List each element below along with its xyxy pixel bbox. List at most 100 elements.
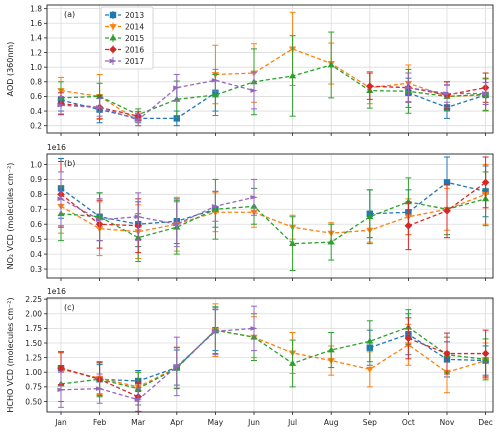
y-tick-label: 0.6 (30, 220, 42, 229)
point-marker (250, 326, 258, 331)
y-tick-label: 1.8 (30, 4, 42, 13)
series-2015 (57, 171, 490, 272)
y-tick-label: 1.00 (25, 368, 42, 377)
point-marker (327, 346, 335, 353)
y-tick-label: 1.4 (30, 34, 42, 43)
point-marker (404, 85, 412, 90)
series-line (369, 181, 486, 215)
series-line (60, 79, 255, 121)
point-marker (366, 82, 374, 90)
series-line (369, 333, 486, 362)
point-marker (211, 78, 219, 83)
point-marker (96, 217, 104, 222)
y-tick-label: 0.7 (30, 205, 42, 214)
series-2013 (57, 156, 489, 248)
legend-entry-2016: 2016 (105, 45, 144, 55)
point-marker (250, 195, 258, 200)
point-marker (327, 238, 335, 245)
legend-label: 2013 (125, 11, 144, 20)
x-tick-label: May (208, 418, 224, 427)
point-marker (173, 115, 180, 122)
series-2017 (57, 68, 490, 127)
x-tick-label: Sep (363, 418, 377, 427)
point-marker (173, 222, 181, 227)
y-tick-label: 1.25 (25, 353, 42, 362)
x-tick-label: Dec (478, 418, 493, 427)
point-marker (57, 196, 65, 202)
point-marker (443, 206, 451, 215)
y-tick-label: 1.0 (30, 160, 42, 169)
legend-label: 2015 (125, 34, 144, 43)
y-tick-label: 0.5 (30, 235, 42, 244)
point-marker (173, 85, 181, 90)
legend-entry-2014: 2014 (105, 22, 144, 32)
series-line (60, 327, 255, 401)
y-tick-label: 1.0 (30, 63, 42, 72)
point-marker (109, 11, 117, 19)
series-2013 (57, 309, 489, 395)
point-marker (211, 329, 219, 334)
point-marker (134, 214, 142, 219)
x-tick-label: Apr (170, 418, 184, 427)
point-marker (96, 105, 104, 110)
y-tick-label: 2.00 (25, 310, 42, 319)
point-marker (173, 364, 181, 369)
point-marker (96, 386, 104, 391)
point-marker (109, 24, 117, 31)
point-marker (134, 117, 142, 123)
series-line (215, 48, 486, 98)
legend-box (100, 6, 154, 70)
panel-label: (b) (64, 159, 75, 168)
point-marker (366, 337, 374, 344)
y-tick-label: 0.4 (30, 107, 42, 116)
legend-entry-2015: 2015 (105, 34, 144, 43)
x-tick-label: Jul (287, 418, 297, 427)
y-axis-label: AOD (360nm) (6, 42, 15, 97)
y-tick-label: 0.4 (30, 250, 42, 259)
point-marker (481, 178, 490, 187)
point-marker (289, 240, 297, 247)
y-tick-label: 1.6 (30, 19, 42, 28)
point-marker (404, 334, 413, 343)
legend-entry-2017: 2017 (105, 57, 144, 66)
point-marker (57, 387, 65, 392)
panel-label: (c) (64, 303, 75, 312)
x-tick-label: Aug (324, 418, 339, 427)
series-line (60, 196, 255, 225)
x-tick-label: Nov (440, 418, 455, 427)
y-axis-label: NO₂ VCD (molecules cm⁻²) (6, 163, 15, 270)
x-tick-label: Jan (54, 418, 67, 427)
y-tick-label: 0.50 (25, 397, 42, 406)
series-line (60, 193, 486, 234)
y-tick-label: 0.8 (30, 78, 42, 87)
x-tick-label: Feb (93, 418, 107, 427)
point-marker (327, 61, 335, 68)
point-marker (109, 34, 117, 41)
legend-entry-2013: 2013 (105, 11, 144, 20)
y-tick-label: 1.75 (25, 324, 42, 333)
point-marker (404, 221, 413, 230)
series-line (60, 329, 486, 388)
y-tick-label: 1.50 (25, 339, 42, 348)
y-tick-label: 0.6 (30, 92, 42, 101)
y-tick-label: 1.2 (30, 48, 42, 57)
chart-panel-3: 0.50 0.75 1.00 1.25 1.50 1.75 2.00 2.25 Jan Feb Ma… (6, 287, 494, 427)
chart-panel-2: 0.3 0.4 0.5 0.6 0.7 0.8 0.9 1.0 NO₂ VCD (molecul… (6, 143, 494, 281)
y-tick-label: 2.25 (25, 295, 42, 304)
point-marker (443, 91, 451, 96)
series-line (60, 198, 486, 245)
point-marker (109, 45, 117, 54)
axis-offset-label: 1e16 (47, 143, 66, 152)
x-tick-label: Jun (247, 418, 260, 427)
y-tick-label: 0.9 (30, 175, 42, 184)
axes-frame (46, 153, 494, 279)
x-tick-label: Mar (131, 418, 146, 427)
legend-label: 2016 (125, 46, 144, 55)
series-line (60, 103, 139, 117)
point-marker (289, 72, 297, 79)
point-marker (134, 397, 142, 402)
series-2016 (57, 317, 490, 412)
series-2017 (57, 305, 258, 412)
legend-label: 2017 (125, 57, 144, 66)
